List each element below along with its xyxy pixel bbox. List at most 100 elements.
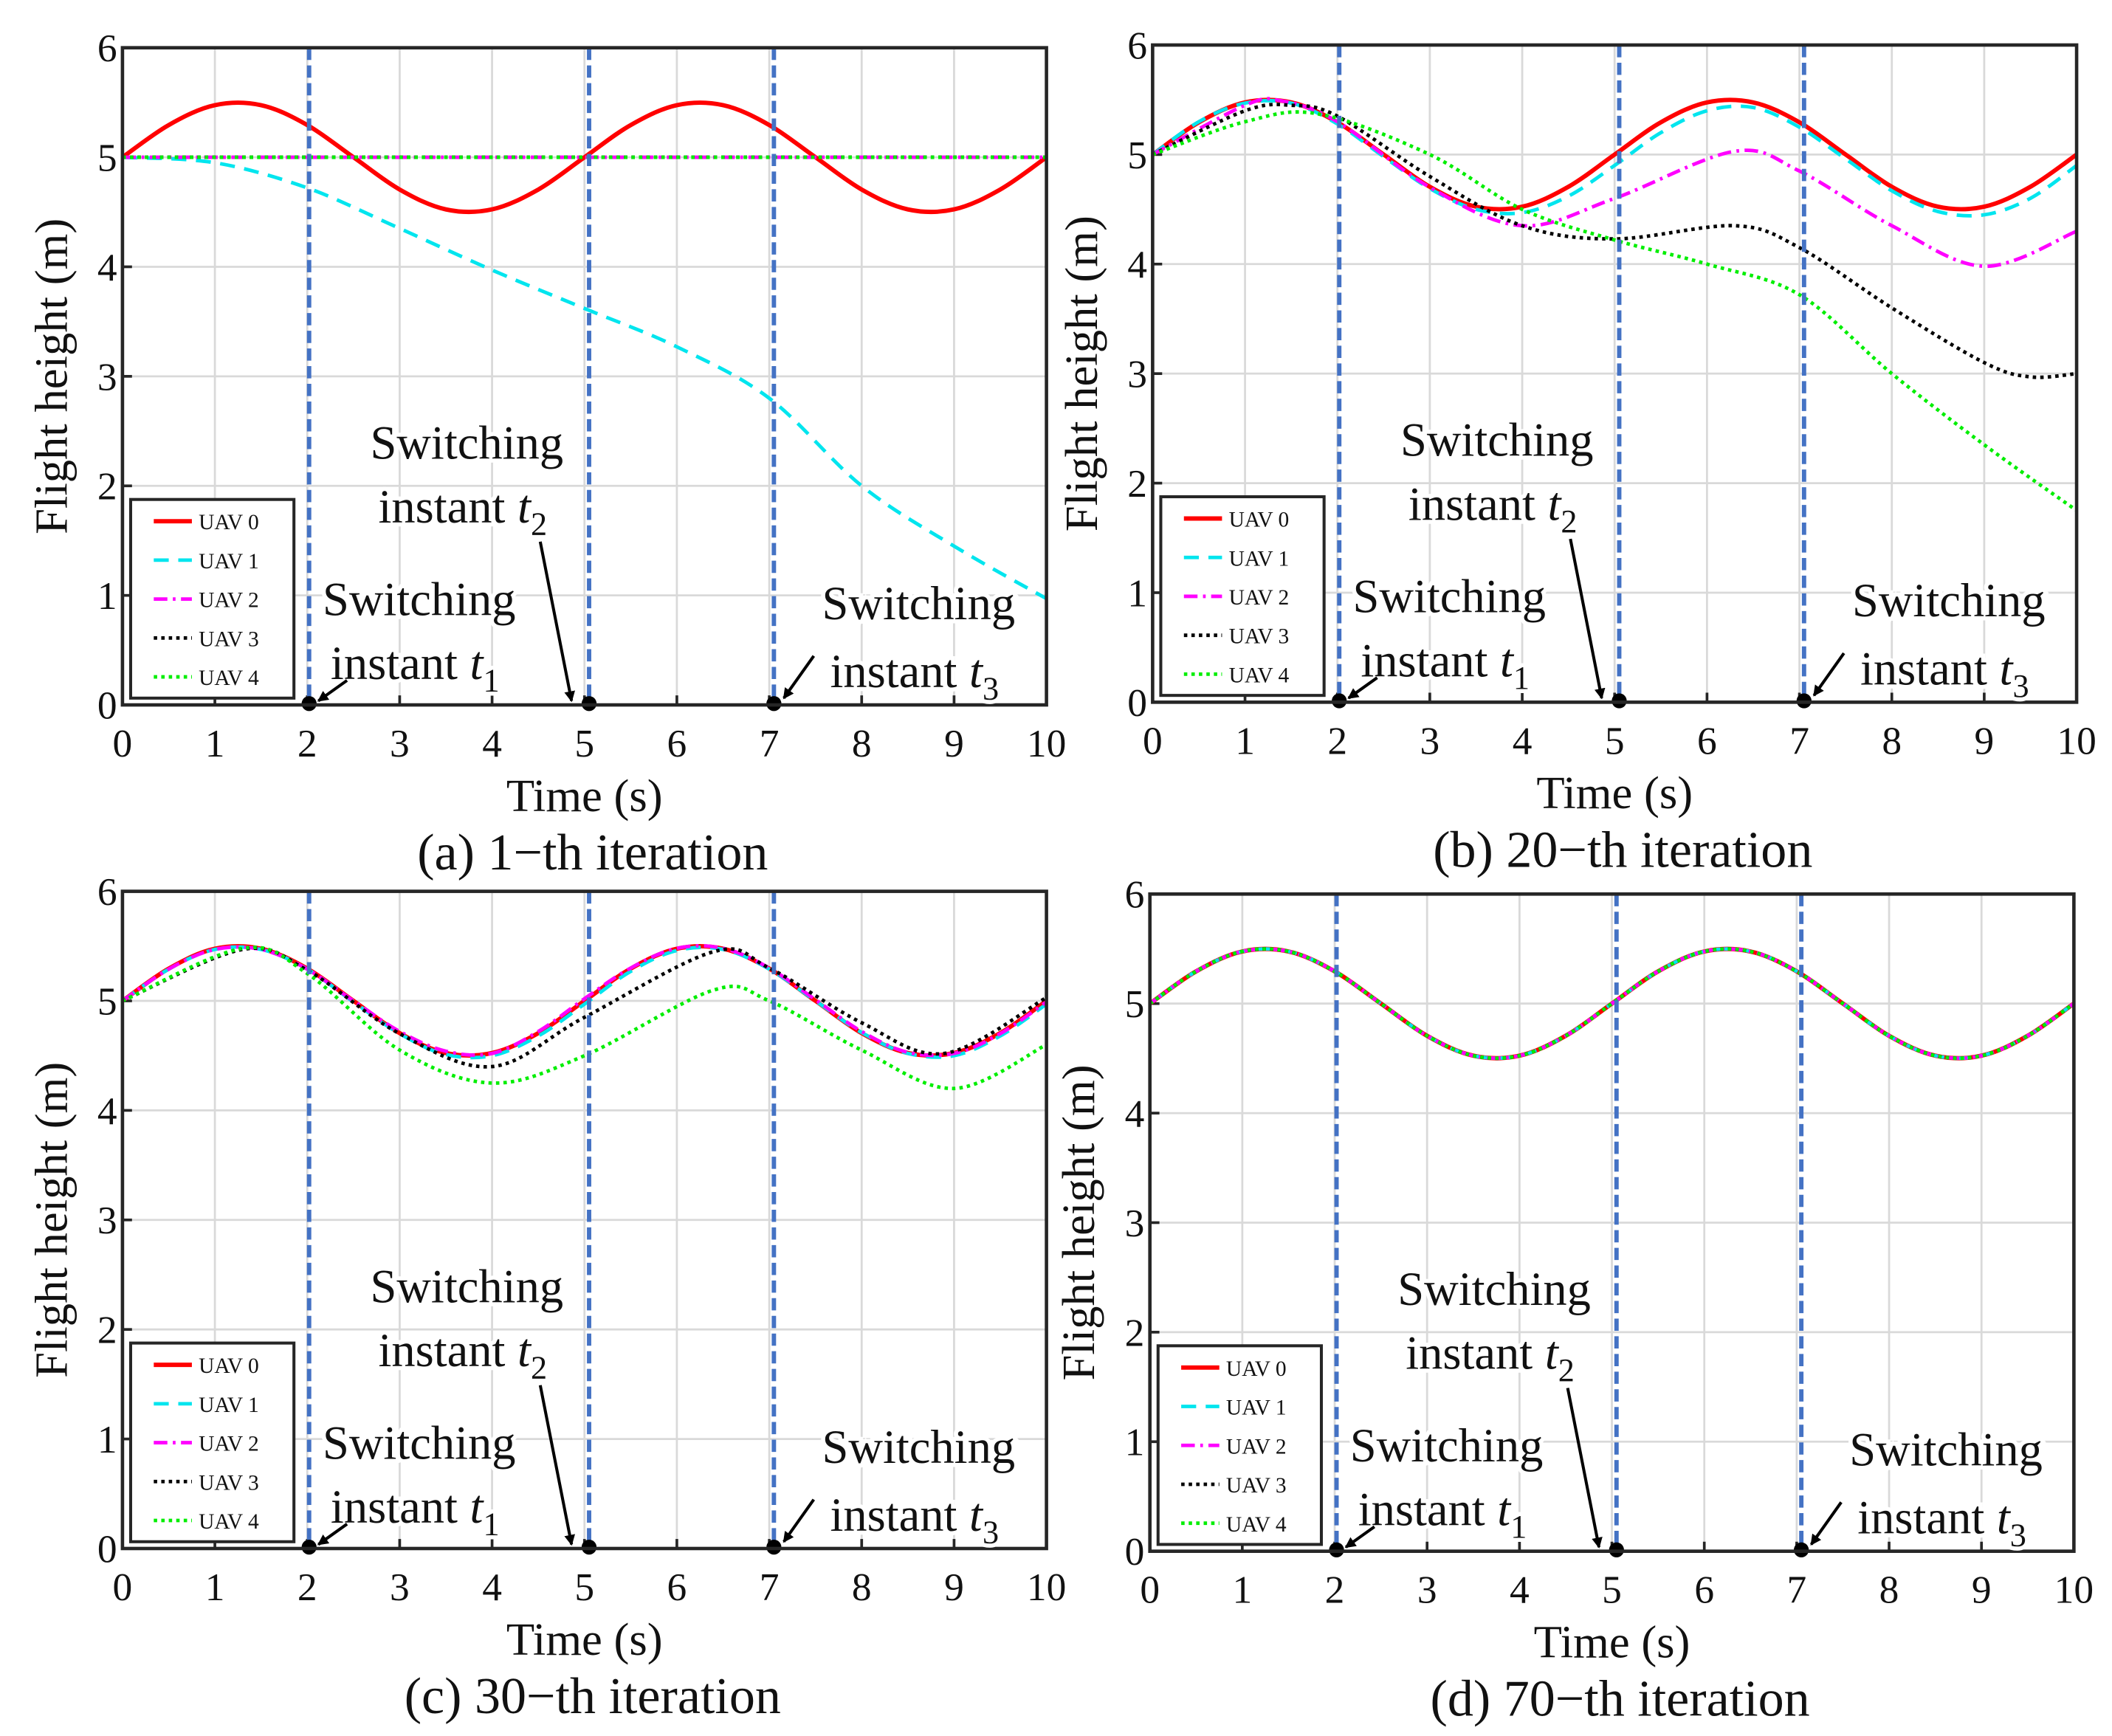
- y-axis-label: Flight height (m): [1053, 1064, 1104, 1380]
- annotation-instant-label: instant t1: [1361, 634, 1530, 696]
- annotation-arrow: [317, 679, 348, 703]
- y-tick-label: 2: [1125, 1310, 1145, 1354]
- x-tick-label: 4: [1510, 1568, 1530, 1612]
- x-tick-label: 4: [482, 1565, 502, 1609]
- y-tick-label: 6: [1125, 872, 1145, 917]
- y-tick-label: 4: [97, 1089, 117, 1133]
- annotation-instant-label: instant t2: [1408, 478, 1578, 540]
- legend-label-uav-4: UAV 4: [1226, 1513, 1287, 1537]
- x-tick-label: 4: [482, 721, 502, 765]
- y-tick-label: 6: [97, 26, 117, 70]
- annotation-instant-label: instant t2: [1406, 1327, 1575, 1389]
- x-tick-label: 10: [1027, 1565, 1066, 1609]
- x-tick-label: 1: [205, 1565, 225, 1609]
- x-tick-label: 6: [1697, 718, 1717, 762]
- annotation-subscript: 1: [483, 1506, 499, 1543]
- x-tick-label: 9: [1975, 718, 1995, 762]
- x-tick-label: 2: [297, 1565, 317, 1609]
- y-tick-label: 2: [97, 464, 117, 509]
- y-tick-label: 1: [97, 574, 117, 618]
- legend-label-uav-4: UAV 4: [1229, 664, 1290, 687]
- legend-label-uav-3: UAV 3: [199, 1471, 259, 1495]
- series-line-uav-1: [1152, 98, 2078, 218]
- annotation-subscript: 1: [1510, 1509, 1527, 1545]
- annotation-subscript: 3: [2012, 668, 2029, 704]
- annotation-instant-label: instant t1: [331, 637, 500, 699]
- axes-box: [120, 889, 1048, 1551]
- y-tick-label: 1: [1127, 571, 1147, 615]
- series-line-uav-3: [121, 946, 1048, 1069]
- series-line-uav-4: [1152, 110, 2078, 512]
- annotation-instant-word: instant: [331, 637, 458, 689]
- annotation-arrow: [1566, 1388, 1603, 1549]
- x-tick-label: 6: [1694, 1568, 1714, 1612]
- annotation-arrow: [1347, 676, 1378, 700]
- annotation-instant-word: instant: [378, 1324, 505, 1377]
- x-tick-label: 10: [1027, 721, 1066, 765]
- y-tick-label: 3: [97, 354, 117, 399]
- annotation-subscript: 3: [2010, 1517, 2026, 1553]
- annotation-arrow: [1344, 1525, 1376, 1549]
- annotation-subscript: 1: [483, 663, 499, 699]
- annotation-instant-word: instant: [1408, 478, 1535, 530]
- x-axis-label: Time (s): [1534, 1616, 1690, 1667]
- x-tick-label: 2: [1325, 1568, 1345, 1612]
- x-tick-label: 6: [667, 721, 687, 765]
- annotation-arrow: [538, 541, 575, 703]
- legend-label-uav-0: UAV 0: [1226, 1357, 1287, 1381]
- axes-box: [1151, 43, 2079, 704]
- series-line-uav-1: [121, 945, 1048, 1060]
- legend-label-uav-2: UAV 2: [199, 589, 259, 613]
- annotation-switching-label: Switching: [1352, 571, 1546, 623]
- annotation-instant-word: instant: [830, 1489, 957, 1541]
- panel-caption: (b) 20−th iteration: [1433, 822, 1812, 878]
- y-tick-label: 2: [97, 1308, 117, 1352]
- y-tick-label: 3: [1125, 1201, 1145, 1245]
- annotation-arrow: [1809, 1501, 1843, 1546]
- annotation-switching-label: Switching: [1350, 1419, 1544, 1472]
- y-tick-label: 0: [1125, 1529, 1145, 1574]
- annotation-instant-word: instant: [378, 480, 505, 533]
- y-tick-label: 4: [97, 245, 117, 289]
- chart-panel-0: 0 1 2 3 4 5 6 7 8 9 10 0 1 2 3 4 5 6 Switching instant t1 Swi…: [25, 26, 1066, 881]
- legend-label-uav-2: UAV 2: [1226, 1435, 1287, 1458]
- x-tick-label: 7: [760, 1565, 780, 1609]
- legend-label-uav-1: UAV 1: [1226, 1396, 1287, 1420]
- annotation-instant-word: instant: [1358, 1484, 1485, 1536]
- x-tick-label: 0: [113, 1565, 133, 1609]
- y-tick-label: 4: [1127, 242, 1147, 286]
- annotation-instant-word: instant: [1406, 1327, 1533, 1380]
- x-tick-label: 1: [1233, 1568, 1253, 1612]
- annotation-arrow: [782, 655, 816, 700]
- series-line-uav-3: [1152, 103, 2077, 379]
- x-tick-label: 5: [574, 721, 594, 765]
- x-tick-label: 1: [1235, 718, 1255, 762]
- x-tick-label: 6: [667, 1565, 687, 1609]
- x-tick-label: 10: [2054, 1568, 2094, 1612]
- annotation-instant-word: instant: [331, 1481, 458, 1533]
- annotation-subscript: 3: [983, 671, 999, 707]
- x-tick-label: 3: [390, 721, 410, 765]
- y-tick-label: 5: [97, 136, 117, 180]
- y-tick-label: 3: [97, 1198, 117, 1242]
- x-tick-label: 3: [1420, 718, 1440, 762]
- annotation-instant-word: instant: [1857, 1492, 1984, 1544]
- annotation-subscript: 2: [531, 506, 547, 542]
- legend-label-uav-1: UAV 1: [1229, 547, 1290, 571]
- x-tick-label: 8: [852, 721, 872, 765]
- legend-label-uav-4: UAV 4: [199, 1510, 259, 1534]
- annotation-instant-word: instant: [1361, 634, 1487, 686]
- annotation-instant-label: instant t2: [378, 480, 547, 542]
- legend-label-uav-2: UAV 2: [199, 1433, 259, 1456]
- y-tick-label: 5: [97, 979, 117, 1023]
- x-axis-label: Time (s): [506, 770, 663, 822]
- legend-box: [1156, 1344, 1323, 1546]
- legend-label-uav-0: UAV 0: [1229, 509, 1290, 532]
- annotation-arrow: [1812, 652, 1846, 697]
- x-tick-label: 9: [944, 721, 964, 765]
- panel-caption: (a) 1−th iteration: [417, 824, 768, 881]
- x-tick-label: 5: [1602, 1568, 1622, 1612]
- series-line-uav-1: [122, 155, 1048, 601]
